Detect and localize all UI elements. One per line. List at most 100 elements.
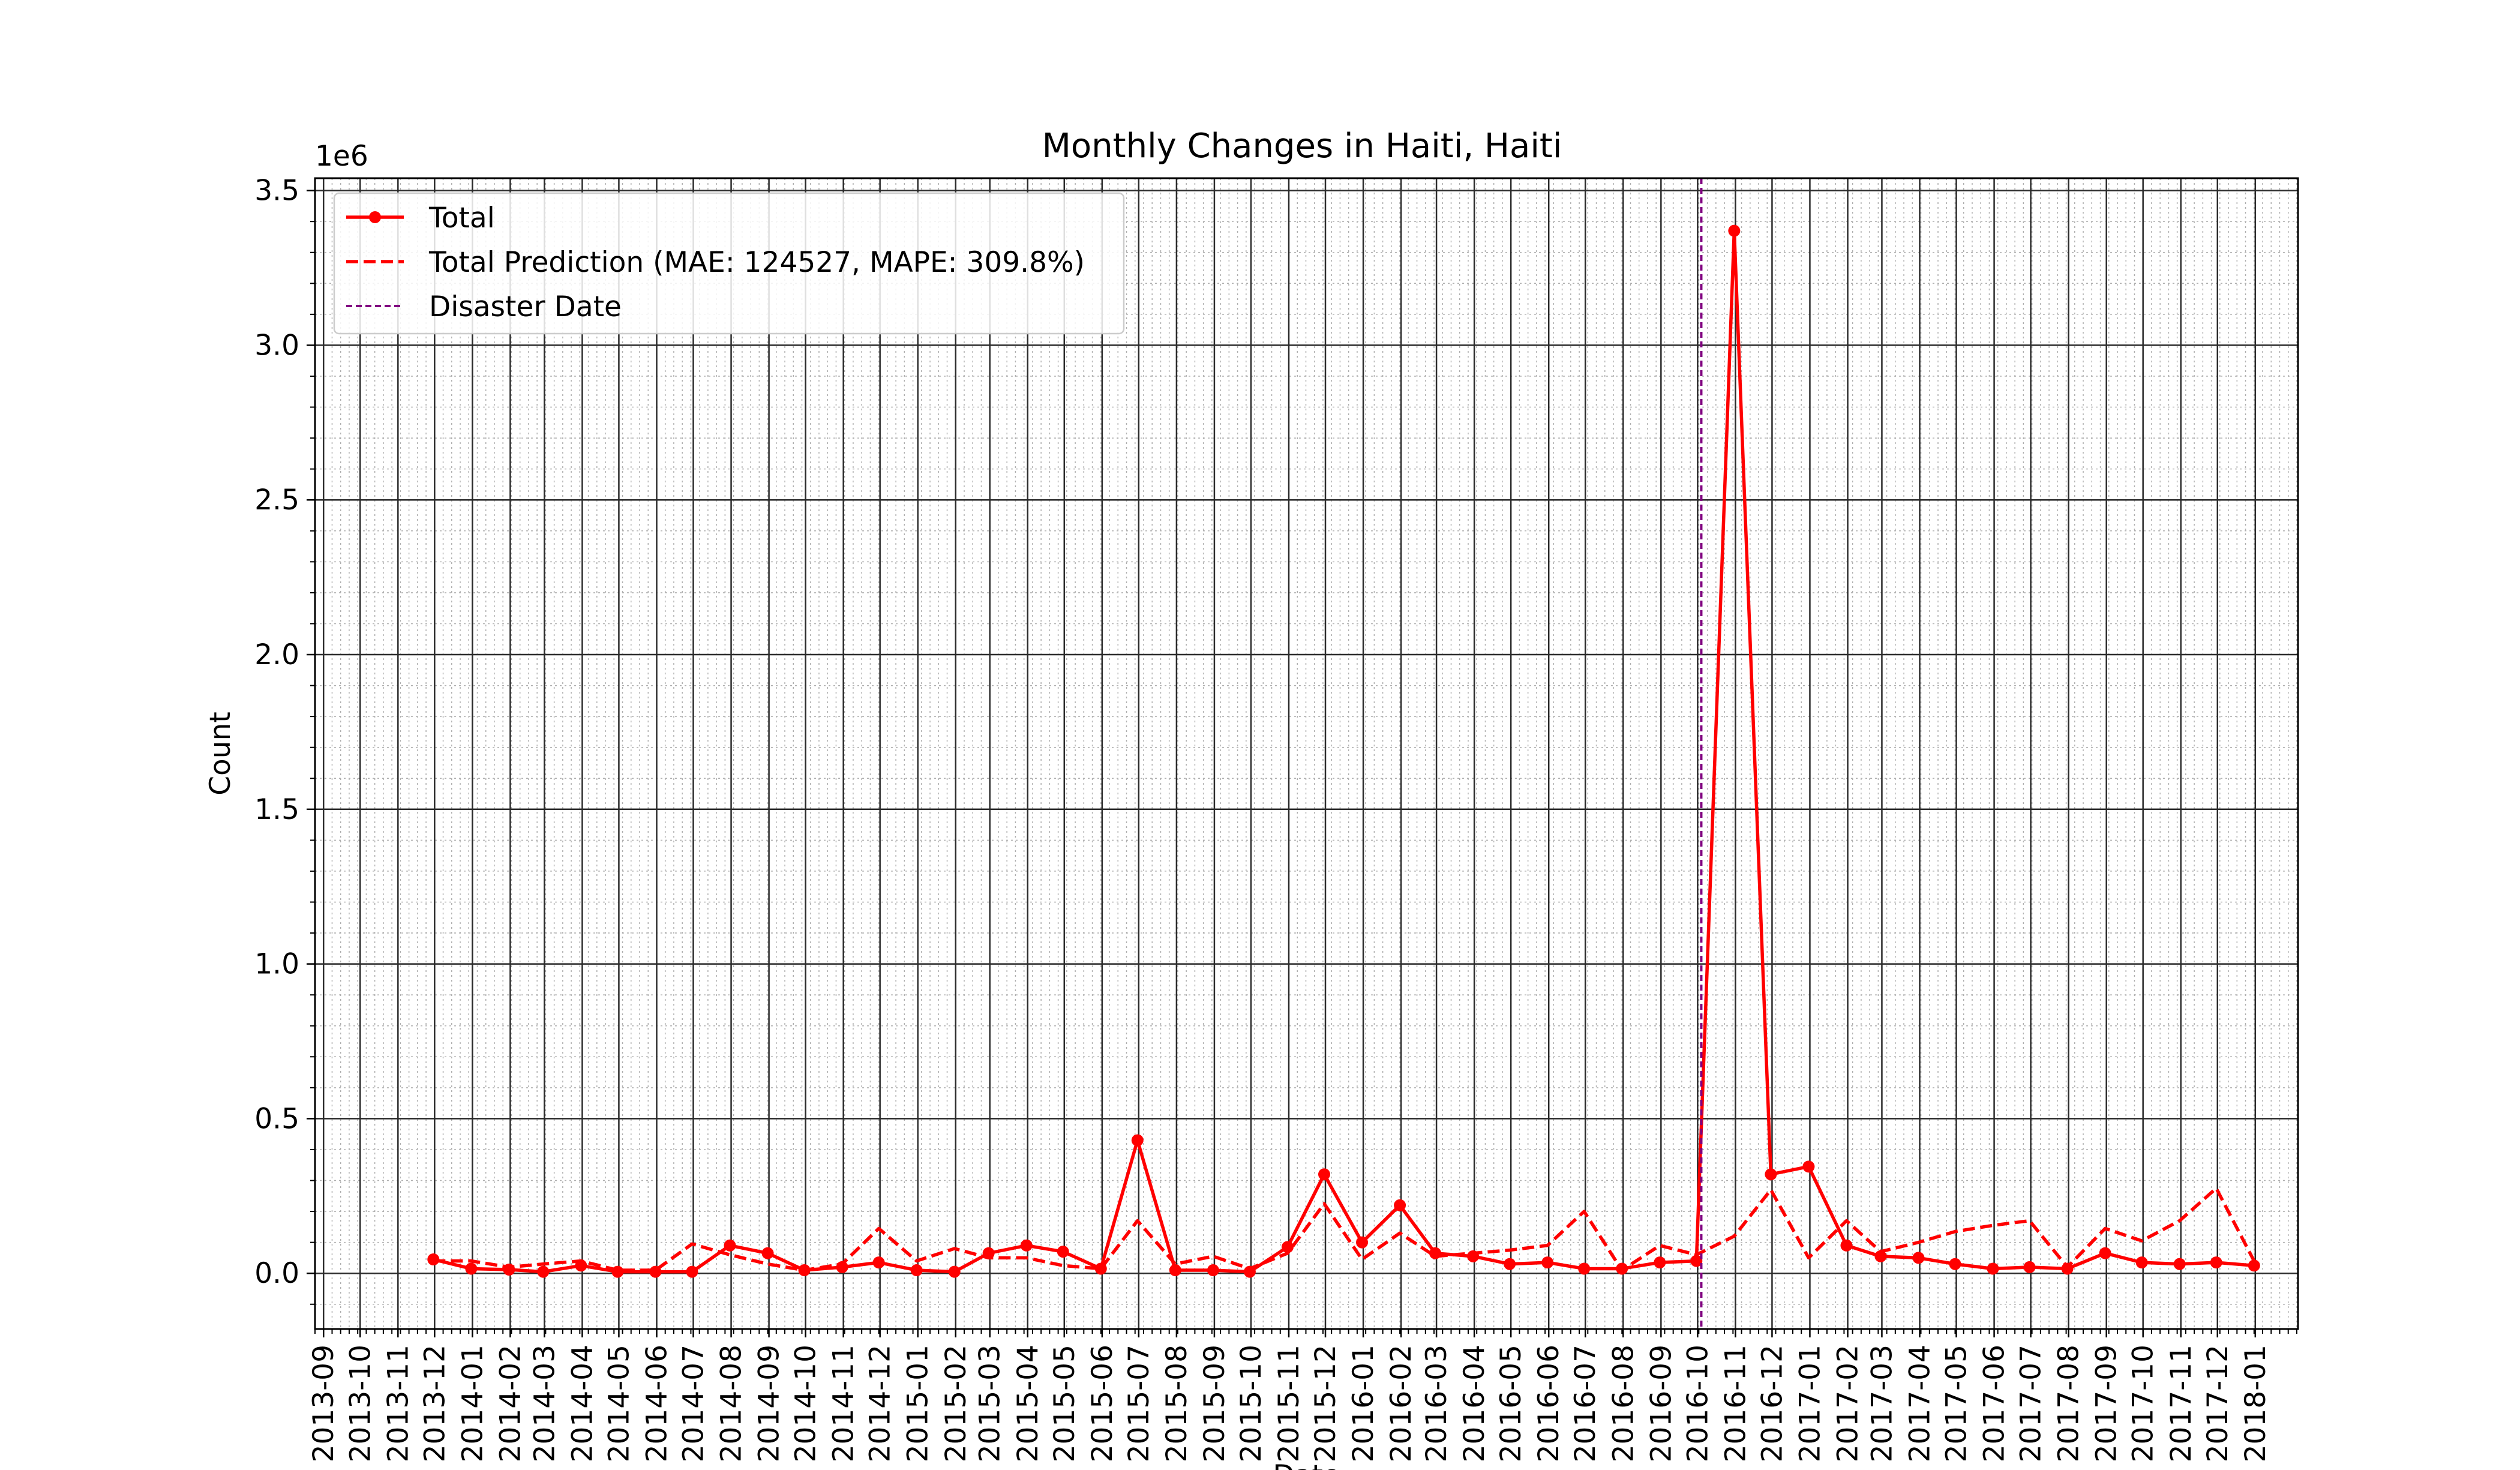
total-point <box>1169 1264 1181 1277</box>
x-tick-label: 2016-02 <box>1385 1345 1418 1462</box>
x-tick-label: 2013-12 <box>418 1345 451 1462</box>
x-tick-label: 2015-10 <box>1235 1345 1268 1462</box>
legend: Total Total Prediction (MAE: 124527, MAPE… <box>333 192 1125 335</box>
x-tick-label: 2017-01 <box>1793 1345 1826 1462</box>
total-point <box>1318 1168 1330 1181</box>
x-tick-label: 2014-06 <box>640 1345 673 1462</box>
x-tick-label: 2016-05 <box>1495 1345 1528 1462</box>
x-tick-label: 2015-01 <box>902 1345 935 1462</box>
total-point <box>1094 1262 1107 1275</box>
total-point <box>1504 1258 1516 1270</box>
total-point <box>1541 1256 1554 1269</box>
total-point <box>649 1265 662 1278</box>
legend-label: Disaster Date <box>429 290 622 323</box>
x-tick-label: 2015-08 <box>1160 1345 1193 1462</box>
x-axis-label: Date <box>1273 1459 1340 1470</box>
x-tick-label: 2013-11 <box>382 1345 415 1462</box>
x-tick-label: 2017-10 <box>2127 1345 2160 1462</box>
legend-box <box>333 192 1125 335</box>
x-tick-label: 2015-05 <box>1048 1345 1081 1462</box>
x-tick-label: 2015-12 <box>1309 1345 1342 1462</box>
total-point <box>982 1247 995 1259</box>
y-offset-label: 1e6 <box>315 140 368 173</box>
y-tick-label: 0.5 <box>254 1102 299 1135</box>
x-tick-label: 2017-07 <box>2015 1345 2048 1462</box>
total-point <box>1912 1252 1925 1264</box>
x-tick-label: 2017-04 <box>1904 1345 1937 1462</box>
total-point <box>686 1265 698 1278</box>
total-point <box>2061 1262 2074 1275</box>
total-point <box>1394 1199 1406 1211</box>
total-point <box>1874 1250 1887 1262</box>
x-tick-label: 2015-04 <box>1012 1345 1045 1462</box>
x-tick-label: 2014-04 <box>566 1345 599 1462</box>
total-point <box>798 1264 811 1277</box>
x-tick-label: 2016-03 <box>1420 1345 1453 1462</box>
x-tick-label: 2017-12 <box>2201 1345 2234 1462</box>
x-tick-label: 2015-07 <box>1123 1345 1156 1462</box>
x-tick-label: 2015-03 <box>974 1345 1007 1462</box>
x-tick-label: 2017-08 <box>2053 1345 2086 1462</box>
y-tick-label: 2.5 <box>254 484 299 517</box>
x-tick-label: 2014-03 <box>528 1345 561 1462</box>
x-tick-label: 2014-10 <box>790 1345 823 1462</box>
total-point <box>948 1265 961 1278</box>
legend-label: Total <box>428 202 495 235</box>
x-tick-label: 2017-02 <box>1832 1345 1865 1462</box>
x-tick-label: 2017-09 <box>2090 1345 2123 1462</box>
legend-entry-prediction: Total Prediction (MAE: 124527, MAPE: 309… <box>346 246 1085 279</box>
x-tick-label: 2013-10 <box>344 1345 377 1462</box>
prediction-line <box>433 1186 2256 1272</box>
total-point <box>537 1265 550 1278</box>
total-point <box>1057 1246 1069 1258</box>
total-point <box>1987 1262 1999 1275</box>
x-tick-label: 2016-08 <box>1607 1345 1640 1462</box>
total-point <box>503 1264 515 1276</box>
legend-total-marker <box>369 211 381 223</box>
total-point <box>1616 1262 1628 1275</box>
x-tick-label: 2016-09 <box>1645 1345 1678 1462</box>
total-point <box>575 1259 587 1272</box>
total-point <box>2248 1259 2260 1272</box>
total-point <box>2023 1261 2036 1273</box>
x-tick-label: 2017-06 <box>1978 1345 2011 1462</box>
total-point <box>1728 224 1741 237</box>
y-tick-label: 3.0 <box>254 329 299 362</box>
x-tick-label: 2016-01 <box>1347 1345 1380 1462</box>
legend-entry-disaster: Disaster Date <box>346 290 622 323</box>
total-point <box>1356 1236 1369 1249</box>
total-point <box>611 1265 624 1278</box>
y-tick-label: 0.0 <box>254 1257 299 1290</box>
x-tick-label: 2014-12 <box>864 1345 897 1462</box>
plot-area-frame <box>314 177 2299 1330</box>
x-tick-label: 2015-09 <box>1198 1345 1231 1462</box>
x-tick-label: 2016-07 <box>1569 1345 1602 1462</box>
x-tick-label: 2016-10 <box>1681 1345 1714 1462</box>
total-point <box>1949 1258 1961 1270</box>
total-point <box>836 1261 848 1273</box>
total-point <box>2173 1258 2186 1270</box>
total-point <box>465 1262 478 1275</box>
total-point <box>2210 1256 2222 1269</box>
x-tick-label: 2017-03 <box>1865 1345 1898 1462</box>
total-point <box>910 1264 923 1277</box>
total-point <box>1243 1265 1256 1278</box>
x-tick-label: 2015-02 <box>940 1345 973 1462</box>
x-tick-label: 2014-11 <box>827 1345 860 1462</box>
total-point <box>1690 1255 1703 1267</box>
legend-entry-total: Total <box>346 202 495 235</box>
x-tick-label: 2015-06 <box>1086 1345 1119 1462</box>
x-axis: 2013-09 2013-10 2013-11 2013-12 2014-01 2014-… <box>307 1329 2297 1462</box>
x-tick-label: 2016-06 <box>1532 1345 1565 1462</box>
x-tick-label: 2014-09 <box>753 1345 786 1462</box>
x-tick-label: 2017-11 <box>2165 1345 2198 1462</box>
total-point <box>1281 1241 1294 1253</box>
series-layer <box>427 178 2260 1329</box>
x-tick-label: 2014-07 <box>677 1345 710 1462</box>
major-grid <box>315 178 2298 1329</box>
y-tick-label: 1.0 <box>254 948 299 981</box>
total-point <box>1207 1264 1219 1277</box>
total-point <box>761 1247 774 1259</box>
x-tick-label: 2014-05 <box>602 1345 635 1462</box>
